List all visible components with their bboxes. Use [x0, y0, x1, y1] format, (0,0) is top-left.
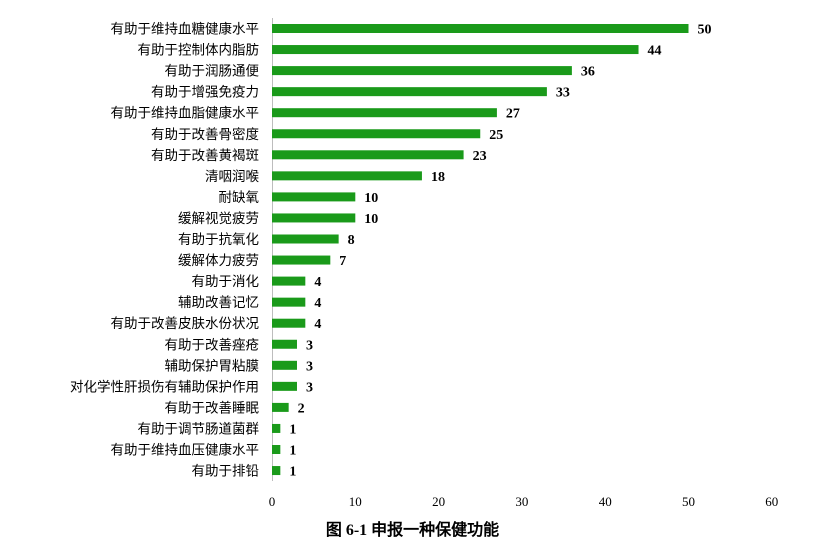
category-label: 清咽润喉: [205, 169, 259, 185]
data-label: 10: [364, 212, 378, 227]
bar: [272, 466, 281, 476]
data-label: 4: [314, 275, 321, 290]
data-label: 3: [306, 380, 313, 395]
x-tick-label: 40: [599, 494, 612, 509]
bar: [272, 108, 497, 118]
x-tick-label: 10: [349, 494, 362, 509]
data-label: 1: [289, 465, 296, 480]
category-label: 有助于润肠通便: [165, 64, 260, 80]
data-label: 10: [364, 191, 378, 206]
bar: [272, 402, 289, 412]
category-label: 有助于改善睡眠: [165, 400, 260, 416]
category-label: 有助于改善骨密度: [151, 126, 259, 143]
category-label: 有助于维持血压健康水平: [111, 442, 260, 459]
bar: [272, 192, 356, 202]
bar: [272, 150, 464, 160]
data-label: 1: [289, 422, 296, 437]
data-label: 18: [431, 170, 445, 185]
category-label: 有助于改善黄褐斑: [151, 148, 259, 164]
category-label: 缓解体力疲劳: [178, 252, 259, 269]
category-label: 耐缺氧: [219, 190, 260, 206]
x-tick-label: 50: [682, 494, 695, 509]
data-label: 1: [289, 444, 296, 459]
data-label: 4: [314, 296, 321, 311]
category-label: 缓解视觉疲劳: [178, 210, 259, 227]
bar-chart: 有助于维持血糖健康水平有助于控制体内脂肪有助于润肠通便有助于增强免疫力有助于维持…: [70, 18, 778, 509]
x-tick-label: 0: [269, 494, 276, 509]
x-tick-label: 30: [515, 494, 528, 509]
bar: [272, 318, 306, 328]
category-label: 辅助改善记忆: [178, 295, 259, 311]
data-label: 8: [348, 233, 355, 248]
category-label: 有助于抗氧化: [178, 232, 259, 248]
bar: [272, 87, 547, 97]
bar: [272, 423, 281, 433]
bar: [272, 66, 572, 76]
data-label: 50: [698, 23, 712, 38]
data-label: 7: [339, 254, 346, 269]
category-label: 有助于维持血脂健康水平: [111, 105, 260, 122]
category-label: 有助于改善痤疮: [165, 337, 260, 353]
data-label: 2: [298, 401, 305, 416]
bar: [272, 234, 339, 244]
figure-caption: 图 6-1 申报一种保健功能: [325, 522, 500, 539]
bar: [272, 24, 689, 33]
category-label: 有助于消化: [192, 274, 260, 290]
bar: [272, 445, 281, 454]
category-label: 有助于调节肠道菌群: [138, 421, 260, 437]
category-label: 有助于增强免疫力: [151, 85, 259, 101]
bar: [272, 45, 639, 55]
bar: [272, 381, 297, 391]
category-label: 辅助保护胃粘膜: [165, 358, 260, 374]
bar: [272, 129, 481, 139]
category-label: 有助于控制体内脂肪: [138, 43, 260, 59]
category-label: 有助于改善皮肤水份状况: [111, 316, 260, 332]
bar: [272, 339, 297, 349]
category-label: 有助于排铅: [192, 464, 260, 480]
category-label: 对化学性肝损伤有辅助保护作用: [70, 379, 259, 395]
bar: [272, 213, 356, 223]
bar: [272, 276, 306, 286]
data-label: 23: [473, 149, 487, 164]
x-tick-label: 20: [432, 494, 445, 509]
category-label: 有助于维持血糖健康水平: [111, 21, 260, 38]
x-tick-label: 60: [765, 494, 778, 509]
data-label: 36: [581, 65, 595, 80]
bar: [272, 171, 422, 181]
data-label: 3: [306, 338, 313, 353]
data-label: 25: [489, 128, 503, 143]
bar: [272, 297, 306, 307]
data-label: 3: [306, 359, 313, 374]
data-label: 44: [648, 44, 662, 59]
bar: [272, 255, 331, 265]
data-label: 4: [314, 317, 321, 332]
bar: [272, 360, 297, 370]
data-label: 33: [556, 86, 570, 101]
data-label: 27: [506, 107, 520, 122]
